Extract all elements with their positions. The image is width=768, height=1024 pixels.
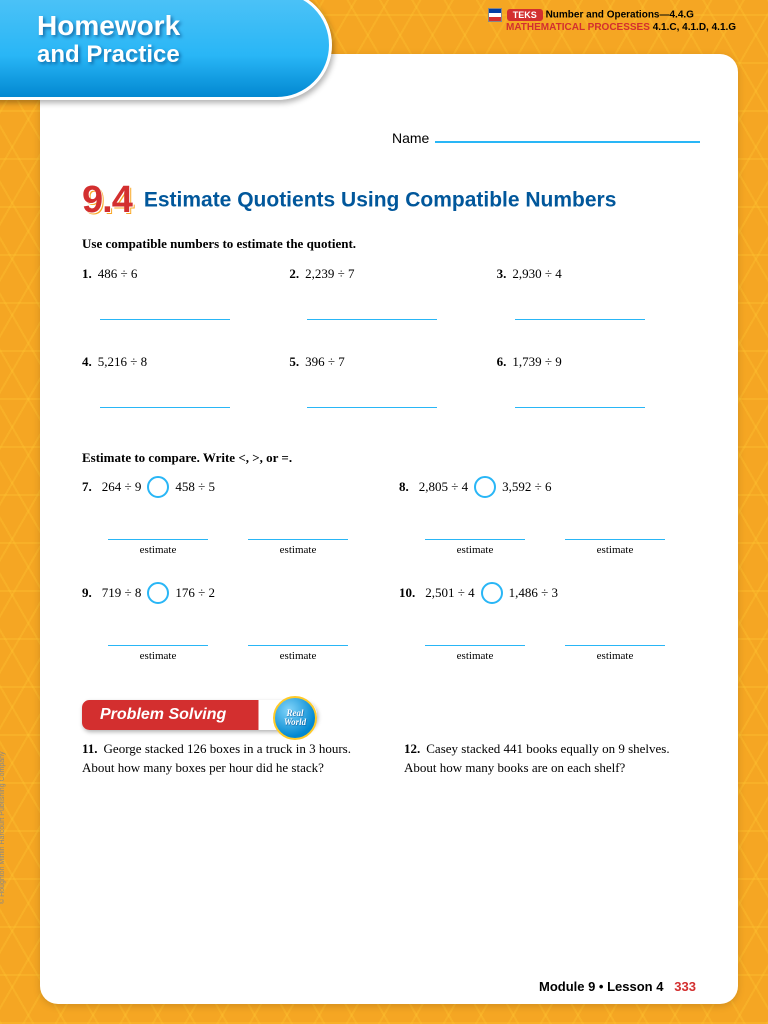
page-footer: Module 9 • Lesson 4 333 [539, 979, 696, 994]
problem-8: 8.2,805 ÷ 43,592 ÷ 6 estimateestimate [399, 476, 696, 574]
name-label: Name [392, 130, 429, 146]
answer-line[interactable] [307, 318, 437, 320]
standard-line-1: Number and Operations—4.4.G [546, 10, 694, 21]
lesson-number: 9.4 [82, 179, 132, 222]
problem-3: 3.2,930 ÷ 4 [497, 262, 696, 344]
standards-block: TEKS Number and Operations—4.4.G MATHEMA… [488, 8, 738, 33]
standard-codes: 4.1.C, 4.1.D, 4.1.G [653, 22, 736, 33]
problem-solving-badge: Problem Solving Real World [82, 700, 317, 730]
compare-row-2: 9.719 ÷ 8176 ÷ 2 estimateestimate 10.2,5… [82, 582, 696, 680]
estimate-line[interactable] [248, 644, 348, 646]
instruction-1: Use compatible numbers to estimate the q… [82, 236, 696, 252]
problem-11: 11.George stacked 126 boxes in a truck i… [82, 740, 374, 778]
problem-9: 9.719 ÷ 8176 ÷ 2 estimateestimate [82, 582, 379, 680]
compare-circle[interactable] [474, 476, 496, 498]
compare-circle[interactable] [147, 582, 169, 604]
problem-4: 4.5,216 ÷ 8 [82, 350, 281, 432]
estimate-line[interactable] [565, 538, 665, 540]
estimate-line[interactable] [425, 644, 525, 646]
name-field-row: Name [392, 130, 700, 146]
standard-processes-label: MATHEMATICAL PROCESSES [506, 22, 650, 33]
teks-badge: TEKS [507, 9, 543, 21]
problem-5: 5.396 ÷ 7 [289, 350, 488, 432]
problem-12: 12.Casey stacked 441 books equally on 9 … [404, 740, 696, 778]
lesson-title: Estimate Quotients Using Compatible Numb… [144, 189, 617, 212]
texas-flag-icon [488, 8, 502, 22]
answer-line[interactable] [515, 406, 645, 408]
estimate-line[interactable] [108, 644, 208, 646]
lesson-header: 9.4 Estimate Quotients Using Compatible … [82, 179, 696, 222]
problem-solving-label: Problem Solving [100, 706, 226, 724]
problem-6: 6.1,739 ÷ 9 [497, 350, 696, 432]
content-area: 9.4 Estimate Quotients Using Compatible … [82, 179, 696, 964]
estimate-line[interactable] [565, 644, 665, 646]
worksheet-page: Name 9.4 Estimate Quotients Using Compat… [40, 54, 738, 1004]
estimate-line[interactable] [425, 538, 525, 540]
problem-7: 7.264 ÷ 9458 ÷ 5 estimateestimate [82, 476, 379, 574]
footer-page-number: 333 [674, 979, 696, 994]
homework-banner: Homework and Practice [0, 0, 332, 100]
estimate-line[interactable] [248, 538, 348, 540]
estimate-line[interactable] [108, 538, 208, 540]
banner-title-1: Homework [37, 11, 329, 42]
banner-title-2: and Practice [37, 42, 329, 68]
real-world-globe-icon: Real World [273, 696, 317, 740]
compare-circle[interactable] [147, 476, 169, 498]
answer-line[interactable] [100, 406, 230, 408]
problem-10: 10.2,501 ÷ 41,486 ÷ 3 estimateestimate [399, 582, 696, 680]
name-input-line[interactable] [435, 141, 700, 143]
footer-module: Module 9 • Lesson 4 [539, 979, 663, 994]
answer-line[interactable] [515, 318, 645, 320]
compare-circle[interactable] [481, 582, 503, 604]
problem-1: 1.486 ÷ 6 [82, 262, 281, 344]
copyright-text: © Houghton Mifflin Harcourt Publishing C… [0, 752, 6, 905]
answer-line[interactable] [100, 318, 230, 320]
problem-2: 2.2,239 ÷ 7 [289, 262, 488, 344]
instruction-2: Estimate to compare. Write <, >, or =. [82, 450, 696, 466]
problems-section-1: 1.486 ÷ 6 2.2,239 ÷ 7 3.2,930 ÷ 4 4.5,21… [82, 262, 696, 432]
compare-row-1: 7.264 ÷ 9458 ÷ 5 estimateestimate 8.2,80… [82, 476, 696, 574]
answer-line[interactable] [307, 406, 437, 408]
word-problems-section: 11.George stacked 126 boxes in a truck i… [82, 740, 696, 778]
